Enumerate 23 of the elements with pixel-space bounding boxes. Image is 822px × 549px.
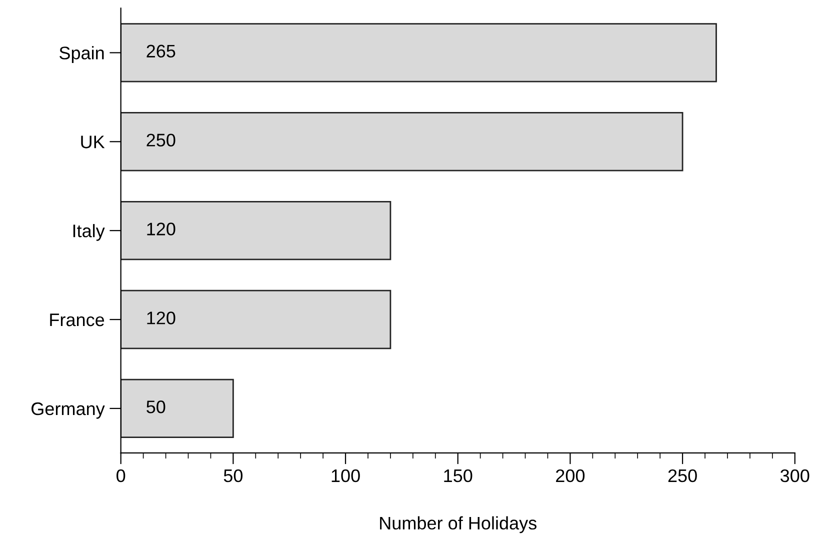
bar <box>120 112 684 172</box>
x-tick-label: 250 <box>668 469 697 482</box>
x-tick-label: 0 <box>116 469 126 482</box>
y-tick-label: Germany <box>32 402 105 419</box>
data-label: 250 <box>146 134 176 146</box>
bar <box>120 200 392 260</box>
y-tick-label: Spain <box>60 46 104 63</box>
data-label: 50 <box>146 400 166 414</box>
bar <box>120 378 234 438</box>
y-tick-label: Italy <box>73 224 105 241</box>
x-tick-label: 200 <box>556 469 585 482</box>
data-label: 120 <box>147 312 176 324</box>
data-label: 120 <box>147 222 176 236</box>
x-tick-label: 300 <box>780 469 810 482</box>
y-tick-label: France <box>50 314 104 326</box>
y-tick-label: UK <box>81 136 105 148</box>
x-axis-title: Number of Holidays <box>380 516 536 534</box>
bar <box>120 290 392 350</box>
data-label: 265 <box>146 44 176 58</box>
x-tick-label: 100 <box>332 469 360 482</box>
x-tick-label: 50 <box>224 469 243 482</box>
bar <box>120 23 717 82</box>
x-tick-label: 150 <box>444 469 472 482</box>
